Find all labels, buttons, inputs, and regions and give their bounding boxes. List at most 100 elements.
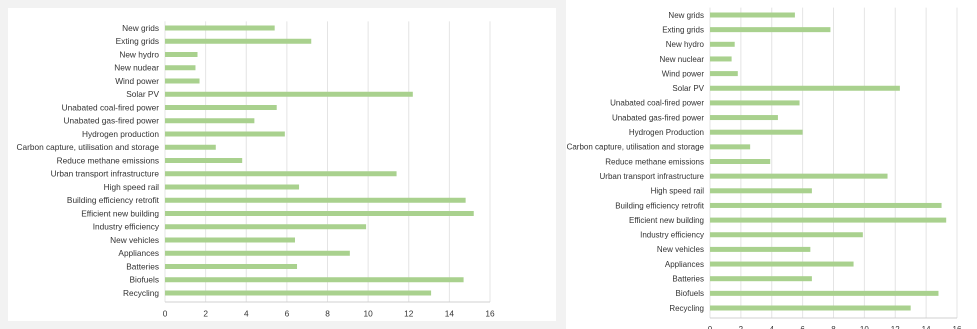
x-tick-label: 12 [404,308,414,318]
category-label: Recycling [123,288,159,298]
category-label: Unabated gas-fired power [612,113,704,122]
bar [165,105,277,110]
category-label: Efficient new building [629,216,704,225]
category-label: Appliances [665,260,704,269]
bar [710,115,778,121]
x-tick-label: 6 [285,308,290,318]
x-tick-label: 10 [364,308,374,318]
category-label: Wind power [662,69,705,78]
bar [165,290,432,296]
category-label: Industry efficiency [640,231,704,240]
category-label: Biofuels [129,275,159,285]
category-label: Unabated coal-fired power [62,102,160,112]
bar [165,144,216,150]
bar [710,202,942,208]
x-tick-label: 2 [739,325,744,329]
category-label: Wind power [115,76,159,86]
right-chart-panel: New grids Exting grids New hydro New nuclea… [566,0,977,329]
x-tick-label: 4 [770,325,775,329]
category-label: New hydro [666,40,705,49]
x-tick-label: 12 [891,325,900,329]
category-label: High speed rail [651,187,705,196]
bar [165,264,298,269]
bar [165,131,285,137]
bar [165,25,275,31]
x-tick-label: 0 [708,325,713,329]
bar [710,246,811,252]
category-label: Urban transport infrastructure [600,172,705,181]
x-tick-label: 6 [800,325,805,329]
category-label: Exting grids [116,36,159,46]
category-label: Solar PV [126,89,159,99]
category-label: New vehicles [657,245,704,254]
category-label: Batteries [126,261,159,271]
category-label: Building efficiency retrofit [615,201,705,210]
category-label: Building efficiency retrofit [67,195,160,205]
category-label: Hydrogen production [82,129,159,139]
x-tick-label: 10 [860,325,869,329]
bar [710,27,831,33]
bar [165,65,196,71]
bar [710,261,854,267]
bar [710,276,812,282]
x-tick-label: 8 [831,325,836,329]
left-chart-panel: New grids Exting grids New hydro New nudear… [8,8,556,321]
category-label: New hydro [119,49,159,59]
bar [165,91,413,97]
bar [710,129,803,135]
category-label: New nuclear [660,55,705,64]
category-label: Hydrogen Production [629,128,704,137]
category-label: High speed rail [104,182,160,192]
bar [165,52,198,57]
bar [710,85,900,91]
bar [710,188,812,194]
bar [710,217,947,223]
bar [710,144,751,150]
bar [710,173,888,179]
bar [710,100,800,106]
category-label: Industry efficiency [93,222,160,232]
x-tick-label: 8 [325,308,330,318]
bar [165,277,464,283]
bar [165,38,312,44]
category-label: Efficient new building [81,208,159,218]
category-label: Reduce methane emissions [605,157,704,166]
bar [165,250,350,256]
x-tick-label: 4 [244,308,249,318]
x-tick-label: 2 [203,308,208,318]
bar [165,158,243,163]
category-label: New vehicles [110,235,159,245]
bar [165,211,474,216]
bar [710,290,939,296]
right-bar-chart: New grids Exting grids New hydro New nuclea… [567,7,962,329]
category-label: Reduce methane emissions [57,155,159,165]
category-label: Exting grids [662,25,704,34]
bar [710,56,732,62]
bar [165,237,295,243]
category-label: Batteries [672,275,704,284]
category-label: Solar PV [672,84,704,93]
bar [710,41,735,47]
category-label: Urban transport infrastructure [51,169,160,179]
bar [710,71,738,77]
bar [165,118,255,124]
category-label: Unabated coal-fired power [610,99,704,108]
x-tick-label: 16 [953,325,962,329]
category-label: Biofuels [676,289,704,298]
bar [710,159,771,164]
x-tick-label: 14 [445,308,455,318]
bar [710,305,911,311]
category-label: Unabated gas-fired power [64,116,160,126]
category-label: New nudear [114,63,159,73]
x-tick-label: 0 [163,308,168,318]
category-label: Recycling [669,304,704,313]
x-tick-label: 16 [485,308,495,318]
category-label: Appliances [118,248,159,258]
bar [165,224,367,230]
bar [710,232,863,238]
bar [165,171,397,177]
bar [165,184,300,190]
bar [165,78,200,84]
x-tick-label: 14 [922,325,931,329]
category-label: Carbon capture, utilisation and storage [16,142,159,152]
